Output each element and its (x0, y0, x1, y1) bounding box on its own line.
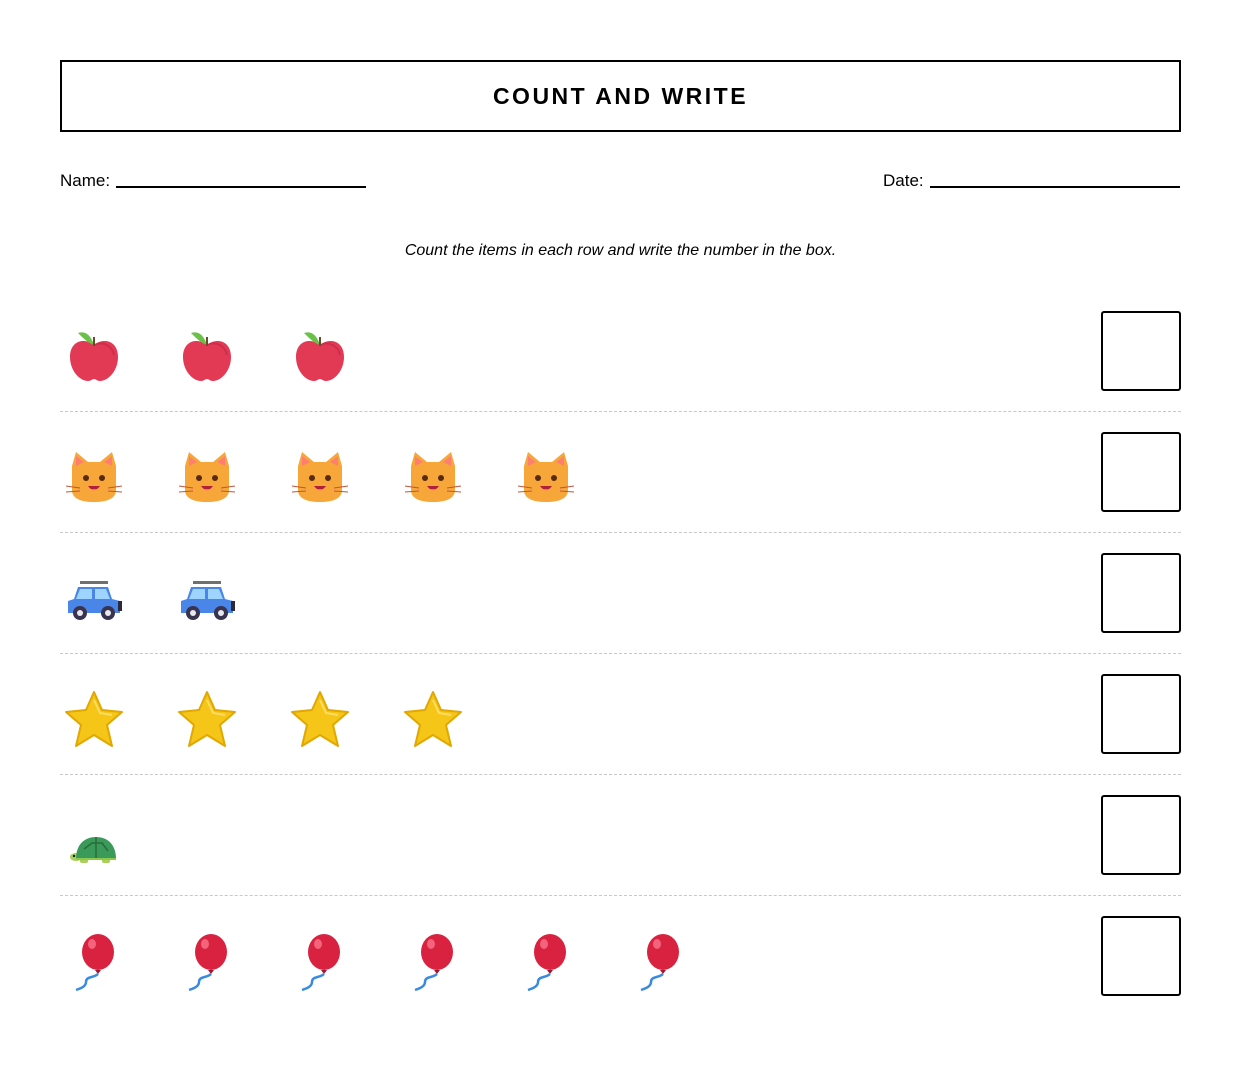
answer-box[interactable] (1101, 432, 1181, 512)
star-icon (401, 688, 465, 752)
balloon-icon (514, 930, 578, 994)
worksheet-title: COUNT AND WRITE (492, 82, 749, 109)
balloon-icon (62, 930, 126, 994)
balloon-icon (401, 930, 465, 994)
count-row (60, 432, 1181, 533)
count-row (60, 795, 1181, 896)
instruction-text: Count the items in each row and write th… (404, 242, 837, 259)
answer-box[interactable] (1101, 795, 1181, 875)
name-line[interactable] (116, 186, 367, 188)
name-field: Name: (60, 171, 367, 191)
count-row (60, 674, 1181, 775)
count-row (60, 553, 1181, 654)
worksheet-title-box: COUNT AND WRITE (60, 60, 1181, 132)
star-icon (62, 688, 126, 752)
apple-icon (62, 325, 126, 389)
count-row (60, 916, 1181, 1006)
answer-box[interactable] (1101, 916, 1181, 996)
cat-face-icon (62, 446, 126, 510)
balloon-icon (175, 930, 239, 994)
car-icon (175, 567, 239, 631)
date-label: Date: (883, 171, 924, 190)
answer-box[interactable] (1101, 553, 1181, 633)
apple-icon (175, 325, 239, 389)
balloon-icon (288, 930, 352, 994)
answer-box[interactable] (1101, 311, 1181, 391)
turtle-icon (62, 809, 126, 873)
cat-face-icon (288, 446, 352, 510)
cat-face-icon (514, 446, 578, 510)
cat-face-icon (175, 446, 239, 510)
count-row (60, 311, 1181, 412)
balloon-icon (627, 930, 691, 994)
date-line[interactable] (929, 186, 1180, 188)
date-field: Date: (883, 171, 1180, 191)
apple-icon (288, 325, 352, 389)
star-icon (175, 688, 239, 752)
answer-box[interactable] (1101, 674, 1181, 754)
cat-face-icon (401, 446, 465, 510)
star-icon (288, 688, 352, 752)
car-icon (62, 567, 126, 631)
name-label: Name: (60, 171, 111, 190)
